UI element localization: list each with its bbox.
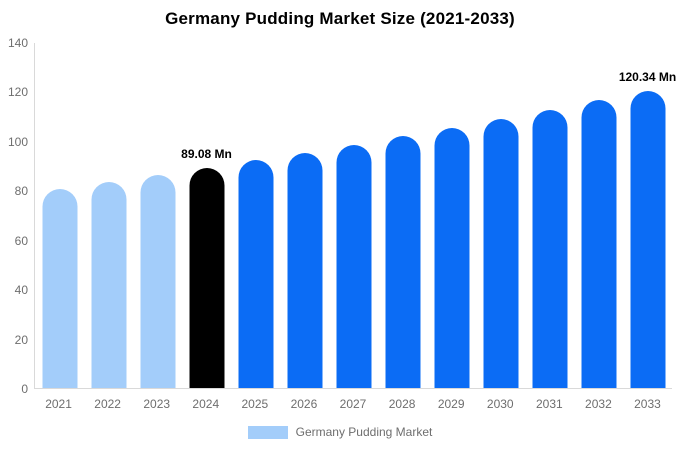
x-axis-label-2025: 2025 — [241, 397, 269, 411]
bar-2033[interactable] — [630, 90, 665, 388]
y-axis-tick-100: 100 — [7, 134, 28, 149]
bar-2024[interactable] — [189, 167, 224, 388]
legend-item[interactable]: Germany Pudding Market — [0, 425, 680, 439]
bar-2029[interactable] — [434, 127, 469, 388]
x-axis-label-2028: 2028 — [388, 397, 416, 411]
y-axis-tick-120: 120 — [7, 85, 28, 100]
bar-slot-2023 — [133, 43, 182, 388]
x-axis-label-2022: 2022 — [94, 397, 121, 411]
x-axis-label-2027: 2027 — [339, 397, 367, 411]
y-axis-tick-140: 140 — [7, 36, 28, 50]
bar-slot-2022 — [84, 43, 133, 388]
bar-2022[interactable] — [91, 182, 126, 388]
chart-title: Germany Pudding Market Size (2021-2033) — [165, 9, 515, 28]
y-axis-tick-0: 0 — [21, 382, 28, 396]
plot-area: 89.08 Mn 120.34 Mn — [34, 43, 676, 389]
x-axis-label-2021: 2021 — [45, 397, 72, 411]
bar-2026[interactable] — [287, 152, 322, 388]
bar-slot-2026 — [280, 43, 329, 388]
x-axis-label-2026: 2026 — [290, 397, 318, 411]
bar-2023[interactable] — [140, 175, 175, 388]
y-axis-tick-80: 80 — [14, 184, 28, 199]
bar-2032[interactable] — [581, 100, 616, 388]
x-axis-label-2029: 2029 — [437, 397, 465, 411]
bar-slot-2030 — [476, 43, 525, 388]
bar-slot-2033: 120.34 Mn — [619, 43, 676, 388]
bar-2027[interactable] — [336, 144, 371, 388]
bar-slot-2029 — [427, 43, 476, 388]
legend-swatch-icon — [247, 425, 288, 439]
x-axis-label-2033: 2033 — [634, 397, 661, 411]
x-axis-label-2024: 2024 — [192, 397, 220, 411]
bar-2025[interactable] — [238, 160, 273, 388]
bars-row: 89.08 Mn 120.34 Mn — [35, 43, 676, 388]
bar-2021[interactable] — [42, 188, 77, 388]
y-axis-tick-40: 40 — [14, 283, 28, 298]
y-axis-tick-20: 20 — [14, 332, 28, 347]
x-axis-label-2030: 2030 — [486, 397, 514, 411]
legend-label: Germany Pudding Market — [295, 425, 433, 439]
bar-slot-2025 — [231, 43, 280, 388]
bar-slot-2021 — [35, 43, 84, 388]
bar-slot-2027 — [329, 43, 378, 388]
bar-2030[interactable] — [483, 118, 518, 388]
bar-slot-2024: 89.08 Mn — [181, 43, 232, 388]
data-label-2033: 120.34 Mn — [618, 69, 677, 84]
data-label-2024: 89.08 Mn — [181, 146, 232, 161]
x-axis-label-2023: 2023 — [143, 397, 171, 411]
bar-slot-2028 — [378, 43, 427, 388]
x-axis: 2021 2022 2023 2024 2025 2026 2027 2028 2029 2030… — [34, 397, 672, 411]
bar-2031[interactable] — [532, 109, 567, 388]
y-axis-tick-60: 60 — [14, 233, 28, 248]
x-axis-label-2031: 2031 — [535, 397, 563, 411]
bar-slot-2032 — [574, 43, 623, 388]
bar-2028[interactable] — [385, 136, 420, 388]
x-axis-label-2032: 2032 — [585, 397, 612, 411]
bar-slot-2031 — [525, 43, 574, 388]
